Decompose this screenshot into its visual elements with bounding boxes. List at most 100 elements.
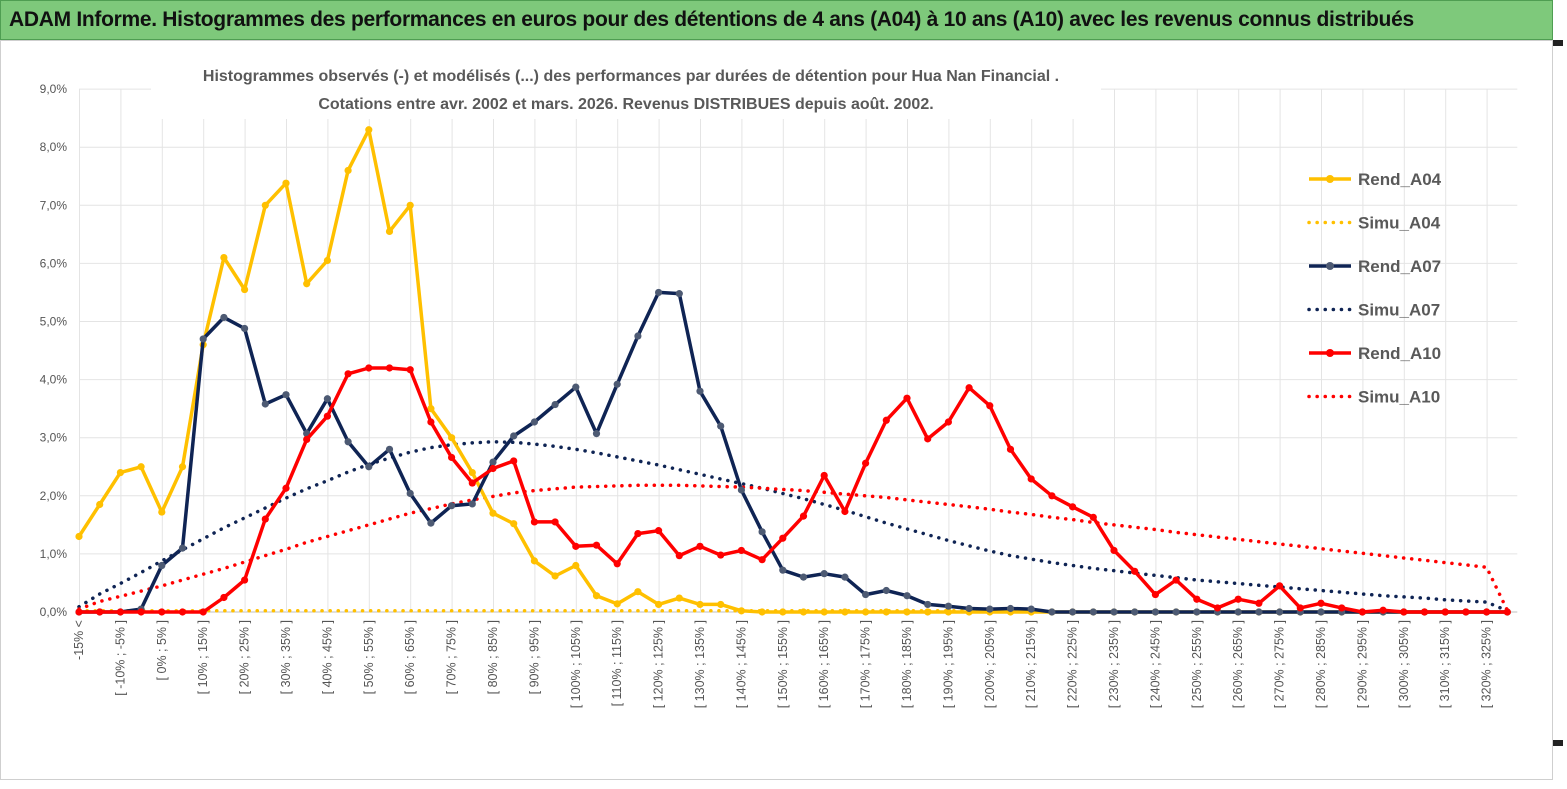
data-point [1441, 608, 1449, 616]
data-point [406, 201, 414, 209]
data-point [1193, 595, 1201, 603]
data-point [137, 463, 145, 471]
data-point [862, 590, 870, 599]
data-point [820, 570, 828, 578]
data-point [799, 608, 808, 616]
legend-label: Rend_A10 [1358, 344, 1441, 363]
data-point [303, 280, 311, 288]
data-point [655, 527, 663, 535]
data-point [882, 586, 890, 595]
data-point [261, 515, 269, 523]
data-point [1503, 608, 1511, 616]
x-tick-label: [ 240% ; 245% ] [1148, 620, 1162, 708]
data-point [448, 502, 456, 510]
data-point [178, 544, 187, 552]
legend-marker [1326, 349, 1334, 357]
x-tick-label: [ 110% ; 115% ] [610, 620, 624, 706]
data-point [406, 366, 414, 374]
data-point [675, 290, 683, 298]
data-point [530, 418, 539, 426]
data-point [1006, 445, 1015, 453]
data-point [841, 608, 849, 616]
data-point [1234, 608, 1242, 616]
report-title: ADAM Informe. Histogrammes des performan… [9, 8, 1414, 31]
data-point [924, 608, 932, 616]
data-point [510, 520, 518, 528]
data-point [282, 484, 290, 492]
data-point [799, 573, 808, 581]
data-point [282, 179, 290, 187]
data-point [448, 453, 456, 462]
x-tick-label: [ 320% ; 325% ] [1480, 620, 1494, 708]
data-point [199, 608, 207, 616]
data-point [282, 391, 290, 399]
data-point [1358, 608, 1366, 616]
legend-label: Rend_A07 [1358, 257, 1441, 276]
x-tick-label: [ 220% ; 225% ] [1066, 620, 1080, 708]
data-point [1131, 608, 1139, 616]
data-point [1317, 608, 1325, 616]
data-point [1027, 475, 1035, 483]
x-tick-label: [ 70% ; 75% ] [445, 620, 459, 694]
report-header: ADAM Informe. Histogrammes des performan… [0, 0, 1553, 40]
data-point [468, 468, 476, 477]
data-point [344, 166, 352, 175]
data-point [1193, 608, 1201, 616]
data-point [965, 604, 973, 613]
data-point [365, 463, 373, 471]
x-tick-label: [ 180% ; 185% ] [900, 620, 914, 708]
y-tick-label: 3,0% [40, 431, 68, 445]
y-tick-label: 4,0% [40, 373, 68, 387]
data-point [634, 332, 642, 340]
data-point [1048, 608, 1056, 616]
data-point [158, 608, 166, 616]
data-point [1400, 608, 1408, 616]
x-tick-label: [ 270% ; 275% ] [1273, 620, 1287, 708]
x-tick-label: [ 10% ; 15% ] [196, 620, 210, 694]
x-tick-label: [ 210% ; 215% ] [1024, 620, 1038, 708]
legend-label: Simu_A10 [1358, 388, 1440, 407]
data-point [510, 457, 518, 465]
data-point [758, 608, 766, 616]
data-point [385, 227, 394, 236]
x-tick-label: [ 60% ; 65% ] [403, 620, 417, 694]
data-point [944, 608, 953, 616]
data-point [944, 418, 953, 426]
data-point [592, 592, 601, 600]
legend-label: Simu_A07 [1358, 301, 1440, 320]
x-tick-label: [ 20% ; 25% ] [238, 620, 252, 694]
data-point [1048, 492, 1056, 500]
x-tick-label: [ 300% ; 305% ] [1397, 620, 1411, 708]
data-point [924, 600, 932, 609]
data-point [261, 400, 269, 408]
title-background [151, 59, 1101, 119]
x-tick-label: [ 90% ; 95% ] [527, 620, 541, 694]
legend-label: Simu_A04 [1358, 214, 1441, 233]
data-point [1089, 608, 1097, 616]
data-point [655, 600, 663, 609]
series-line-simu-a07 [77, 440, 1510, 613]
data-point [427, 418, 435, 426]
x-tick-label: [ 260% ; 265% ] [1231, 620, 1245, 708]
data-point [572, 561, 580, 570]
data-point [1255, 599, 1263, 607]
data-point [779, 534, 787, 542]
data-point [116, 468, 124, 477]
x-tick-label: [ -10% ; -5% ] [113, 620, 127, 696]
data-point [799, 512, 808, 520]
x-tick-label: [ 50% ; 55% ] [362, 620, 376, 694]
data-point [737, 486, 746, 494]
data-point [675, 594, 683, 602]
data-point [1069, 608, 1077, 616]
data-point [116, 608, 124, 616]
y-tick-label: 1,0% [40, 547, 68, 561]
data-point [96, 608, 104, 616]
data-point [261, 201, 269, 209]
x-tick-label: [ 310% ; 315% ] [1438, 620, 1452, 708]
data-point [882, 608, 890, 616]
data-point [737, 607, 746, 615]
data-point [220, 313, 228, 322]
data-point [882, 416, 890, 424]
y-tick-label: 8,0% [40, 140, 68, 154]
data-point [551, 572, 559, 580]
